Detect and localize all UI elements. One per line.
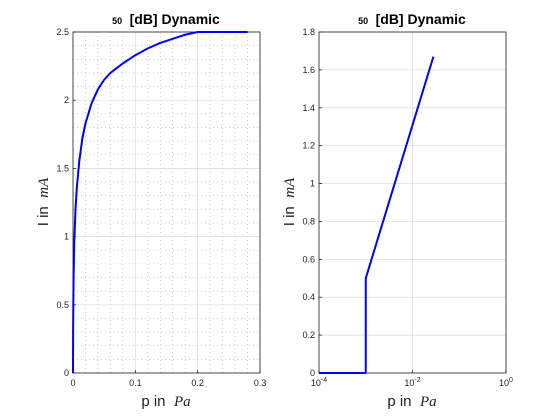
right-series (319, 56, 435, 374)
left-ylabel-unit: mA (36, 177, 52, 198)
right-x-tick-label: 100 (499, 377, 513, 388)
right-y-tick-label: 1.2 (302, 141, 315, 151)
right-y-tick-label: 0.4 (302, 292, 315, 302)
right-x-tick-exponent: -2 (414, 377, 420, 384)
left-title-text: [dB] Dynamic (130, 11, 220, 27)
left-x-tick-label: 0.3 (254, 378, 267, 388)
right-y-tick-label: 0.2 (302, 330, 315, 340)
left-y-tick-label: 2.5 (56, 27, 69, 37)
right-grid (318, 31, 507, 374)
left-chart: 0 0.1 0.2 0.3 0 0.5 1 1.5 2 2.5 50 [dB] Dynamic p… (35, 11, 266, 410)
left-y-tick-label: 1 (64, 232, 69, 242)
left-xlabel-unit: Pa (173, 394, 191, 410)
left-series-line (72, 31, 248, 374)
left-y-tick-label: 0.5 (56, 300, 69, 310)
right-xlabel-prefix: p in (387, 393, 411, 410)
right-x-tick-exponent: -4 (321, 377, 327, 384)
right-y-tick-label: 0.8 (302, 216, 315, 226)
right-y-tick-label: 1.8 (302, 27, 315, 37)
right-y-tick-label: 0.6 (302, 254, 315, 264)
right-y-tick-label: 1 (310, 179, 315, 189)
right-y-axis-label: I in mA (281, 177, 298, 226)
right-ylabel-unit: mA (282, 177, 298, 198)
left-y-tick-label: 0 (64, 368, 69, 378)
right-ylabel-prefix: I in (281, 206, 298, 226)
right-x-tick-base: 10 (311, 378, 321, 388)
right-title-prefix: 50 (358, 16, 368, 26)
left-chart-title: 50 [dB] Dynamic (112, 11, 220, 28)
left-y-axis-label: I in mA (35, 177, 52, 226)
left-plot-area (72, 31, 261, 374)
right-y-tick-label: 0 (310, 368, 315, 378)
right-series-line (319, 56, 435, 374)
left-y-tick-label: 2 (64, 95, 69, 105)
right-x-tick-base: 10 (404, 378, 414, 388)
left-xlabel-prefix: p in (141, 393, 165, 410)
left-title-prefix: 50 (112, 16, 122, 26)
right-title-text: [dB] Dynamic (376, 11, 466, 27)
left-y-tick-label: 1.5 (56, 163, 69, 173)
right-xlabel-unit: Pa (419, 394, 437, 410)
left-ylabel-prefix: I in (35, 206, 52, 226)
right-x-tick-label: 10-4 (311, 377, 327, 388)
right-x-tick-label: 10-2 (404, 377, 420, 388)
right-x-tick-exponent: 0 (509, 377, 513, 384)
left-x-tick-label: 0.2 (191, 378, 204, 388)
left-tick-labels: 0 0.1 0.2 0.3 0 0.5 1 1.5 2 2.5 (56, 27, 266, 388)
left-x-axis-label: p in Pa (141, 393, 190, 410)
right-x-tick-base: 10 (499, 378, 509, 388)
right-chart-title: 50 [dB] Dynamic (358, 11, 466, 28)
right-y-tick-label: 1.4 (302, 103, 315, 113)
right-y-tick-label: 1.6 (302, 65, 315, 75)
left-x-tick-label: 0 (70, 378, 75, 388)
left-x-tick-label: 0.1 (129, 378, 142, 388)
right-x-axis-label: p in Pa (387, 393, 436, 410)
left-series (72, 31, 248, 374)
